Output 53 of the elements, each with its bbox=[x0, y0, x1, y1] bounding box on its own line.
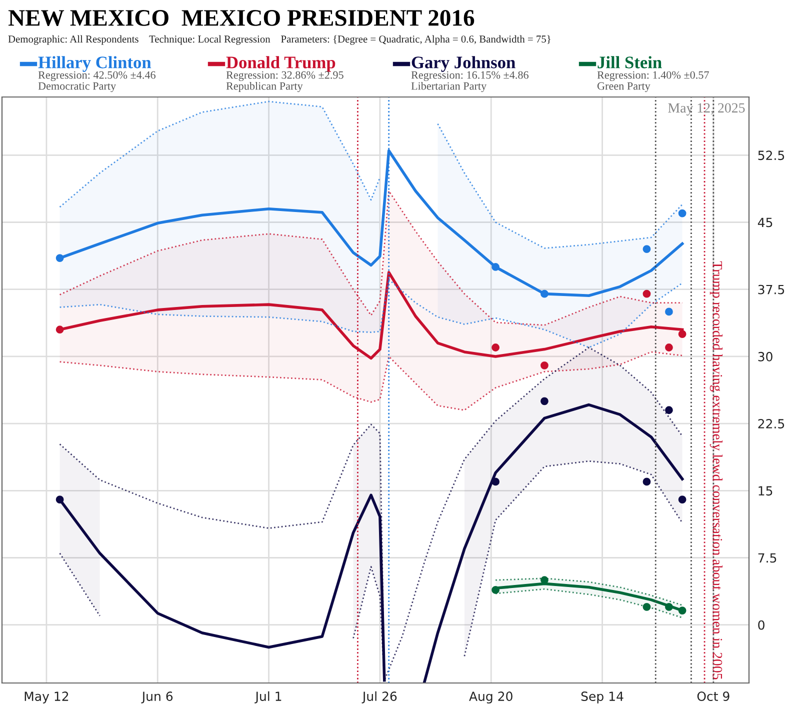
legend-label: Donald Trump bbox=[226, 56, 336, 72]
x-tick-label: Aug 20 bbox=[469, 692, 512, 704]
point bbox=[678, 606, 686, 614]
point bbox=[540, 361, 548, 370]
x-tick-label: Jul 1 bbox=[254, 691, 282, 704]
point bbox=[665, 406, 673, 414]
y-tick-label: 37.5 bbox=[758, 284, 784, 294]
x-tick-label: Jul 26 bbox=[362, 691, 397, 704]
point bbox=[540, 397, 548, 406]
chart-subtitle: Demographic: All Respondents Technique: Local Regression Parameters: {Degree = Quadratic, Alpha = 0.6, Bandwidth = 75} bbox=[8, 35, 550, 45]
y-tick-label: 52.5 bbox=[758, 150, 784, 160]
point bbox=[492, 344, 500, 352]
point bbox=[665, 344, 673, 352]
point bbox=[678, 496, 686, 504]
point bbox=[678, 330, 686, 338]
point bbox=[665, 603, 673, 611]
point bbox=[56, 326, 64, 334]
point bbox=[492, 586, 500, 594]
y-tick-label: 0 bbox=[758, 620, 764, 630]
point bbox=[56, 496, 64, 504]
y-tick-label: 7.5 bbox=[758, 553, 776, 563]
x-tick-label: May 12 bbox=[24, 692, 68, 704]
text: Regression: 42.50% ±4.46 bbox=[38, 71, 156, 82]
point bbox=[56, 254, 64, 262]
text: Democratic Party bbox=[38, 82, 116, 92]
text: Republican Party bbox=[226, 82, 303, 92]
legend-label: Hillary Clinton bbox=[38, 56, 152, 72]
x-tick-label: Sep 14 bbox=[581, 692, 624, 704]
y-tick-label: 30 bbox=[758, 352, 772, 362]
text: Regression: 1.40% ±0.57 bbox=[597, 71, 709, 82]
legend-label: Gary Johnson bbox=[412, 56, 516, 72]
x-tick-label: Oct 9 bbox=[697, 692, 730, 702]
y-tick-label: 22.5 bbox=[758, 419, 784, 428]
point bbox=[642, 245, 651, 254]
legend-label: Jill Stein bbox=[598, 56, 662, 68]
point bbox=[492, 263, 500, 271]
point bbox=[642, 478, 651, 486]
text: Libertarian Party bbox=[411, 82, 487, 92]
annotation: May 12, 2025 bbox=[668, 103, 745, 116]
chart-title: NEW MEXICO MEXICO PRESIDENT 2016 bbox=[8, 10, 474, 26]
point bbox=[642, 290, 651, 298]
x-tick-label: Jun 6 bbox=[141, 692, 173, 704]
y-tick-label: 45 bbox=[758, 218, 772, 228]
point bbox=[665, 308, 673, 316]
text: Regression: 32.86% ±2.95 bbox=[226, 71, 344, 82]
y-tick-label: 15 bbox=[758, 486, 772, 496]
point bbox=[540, 290, 548, 298]
point bbox=[492, 478, 500, 486]
ref-line-label: Trump recorded having extremely lewd conversation about women in 2005 bbox=[710, 261, 723, 680]
text: Green Party bbox=[597, 82, 650, 92]
text: Regression: 16.15% ±4.86 bbox=[411, 71, 528, 82]
point bbox=[642, 603, 651, 611]
point bbox=[678, 209, 686, 218]
